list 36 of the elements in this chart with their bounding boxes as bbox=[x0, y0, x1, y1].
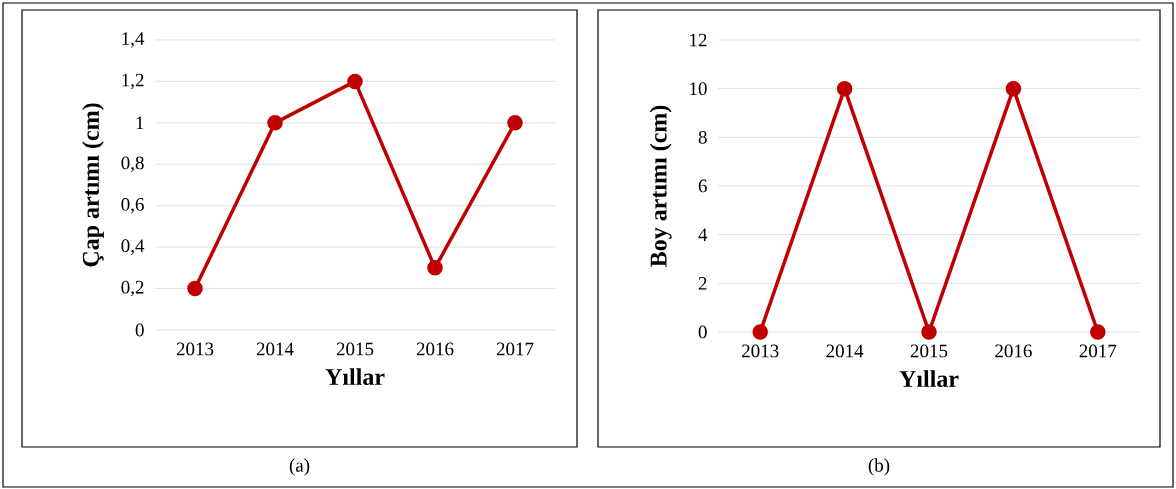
y-tick-label: 0,4 bbox=[121, 239, 145, 255]
x-tick-label: 2013 bbox=[176, 342, 214, 356]
x-axis-title: Yıllar bbox=[899, 370, 959, 388]
x-tick-label: 2014 bbox=[826, 344, 864, 358]
x-tick-label: 2016 bbox=[995, 344, 1032, 358]
text: (a) bbox=[289, 458, 310, 476]
y-tick-label: 1,4 bbox=[122, 32, 145, 48]
text: (b) bbox=[868, 458, 890, 476]
y-tick-label: 1 bbox=[136, 116, 144, 130]
y-tick-label: 4 bbox=[698, 228, 708, 241]
y-tick-label: 10 bbox=[690, 82, 707, 96]
point bbox=[507, 115, 523, 131]
point bbox=[267, 115, 283, 131]
x-tick-label: 2016 bbox=[416, 342, 454, 356]
y-tick-label: 0,6 bbox=[121, 197, 144, 214]
point bbox=[347, 73, 363, 90]
x-tick-label: 2015 bbox=[336, 342, 374, 356]
y-tick-label: 6 bbox=[698, 179, 707, 193]
x-tick-label: 2013 bbox=[742, 344, 779, 358]
y-tick-label: 12 bbox=[690, 33, 707, 47]
x-tick-label: 2015 bbox=[910, 344, 948, 358]
y-axis-title: Çap artımı (cm) bbox=[82, 103, 104, 267]
x-tick-label: 2017 bbox=[1079, 344, 1117, 358]
y-tick-label: 8 bbox=[698, 130, 707, 144]
y-tick-label: 0 bbox=[135, 323, 144, 337]
x-tick-label: 2017 bbox=[496, 342, 534, 356]
x-axis-title: Yıllar bbox=[325, 368, 385, 386]
x-tick-label: 2014 bbox=[256, 342, 294, 356]
point bbox=[187, 280, 203, 297]
point bbox=[427, 260, 443, 276]
y-axis-title: Boy artımı (cm) bbox=[649, 105, 672, 267]
y-tick-label: 1,2 bbox=[122, 73, 144, 90]
y-tick-label: 0,2 bbox=[121, 280, 144, 297]
y-tick-label: 0 bbox=[698, 325, 707, 339]
y-tick-label: 2 bbox=[698, 277, 707, 290]
y-tick-label: 0,8 bbox=[121, 156, 144, 173]
